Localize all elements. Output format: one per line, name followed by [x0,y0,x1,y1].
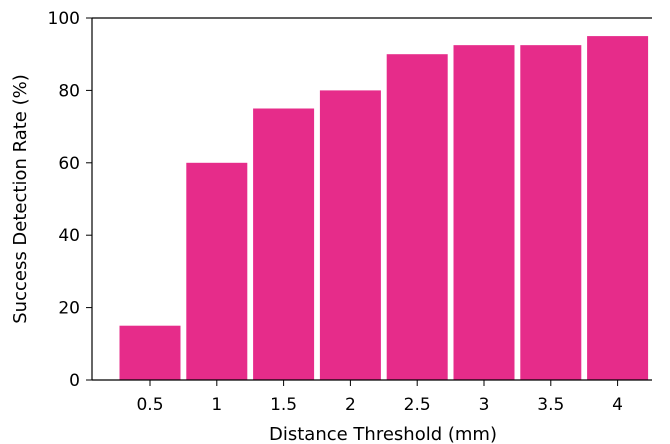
bar-3 [453,45,515,381]
y-tick-label: 20 [58,299,80,319]
bar-0.5 [119,325,181,380]
x-tick-label: 1 [211,395,222,415]
y-tick-label: 100 [48,9,80,29]
x-tick-label: 3.5 [537,395,564,415]
bar-1.5 [253,108,315,380]
x-tick-label: 4 [612,395,623,415]
x-tick-label: 0.5 [136,395,163,415]
y-tick-label: 40 [58,226,80,246]
y-tick-label: 80 [58,81,80,101]
bar-3.5 [520,45,582,381]
y-axis-ticks: 0 20 40 60 80 100 [48,9,92,391]
x-axis-ticks: 0.5 1 1.5 2 2.5 3 3.5 4 [136,380,623,415]
bar-4 [587,36,649,380]
bar-2.5 [386,54,448,380]
x-axis-label: Distance Threshold (mm) [269,424,497,444]
x-tick-label: 1.5 [270,395,297,415]
y-tick-label: 0 [69,371,80,391]
x-tick-label: 3 [479,395,490,415]
y-axis-label: Success Detection Rate (%) [10,74,31,324]
x-tick-label: 2.5 [404,395,431,415]
bar-1 [186,162,248,380]
bars-group [119,36,649,381]
bar-2 [319,90,381,381]
y-tick-label: 60 [58,154,80,174]
x-tick-label: 2 [345,395,356,415]
